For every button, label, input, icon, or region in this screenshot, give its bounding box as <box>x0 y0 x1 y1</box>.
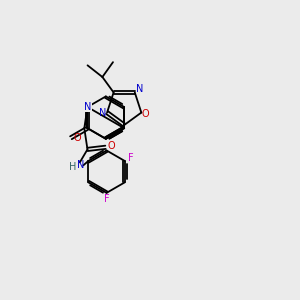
Text: N: N <box>136 85 143 94</box>
Text: H: H <box>69 162 76 172</box>
Text: N: N <box>77 160 84 170</box>
Text: F: F <box>128 153 134 163</box>
Text: N: N <box>99 108 106 118</box>
Text: O: O <box>142 109 150 119</box>
Text: O: O <box>74 133 81 143</box>
Text: N: N <box>84 102 91 112</box>
Text: O: O <box>108 141 115 151</box>
Text: F: F <box>104 194 110 204</box>
